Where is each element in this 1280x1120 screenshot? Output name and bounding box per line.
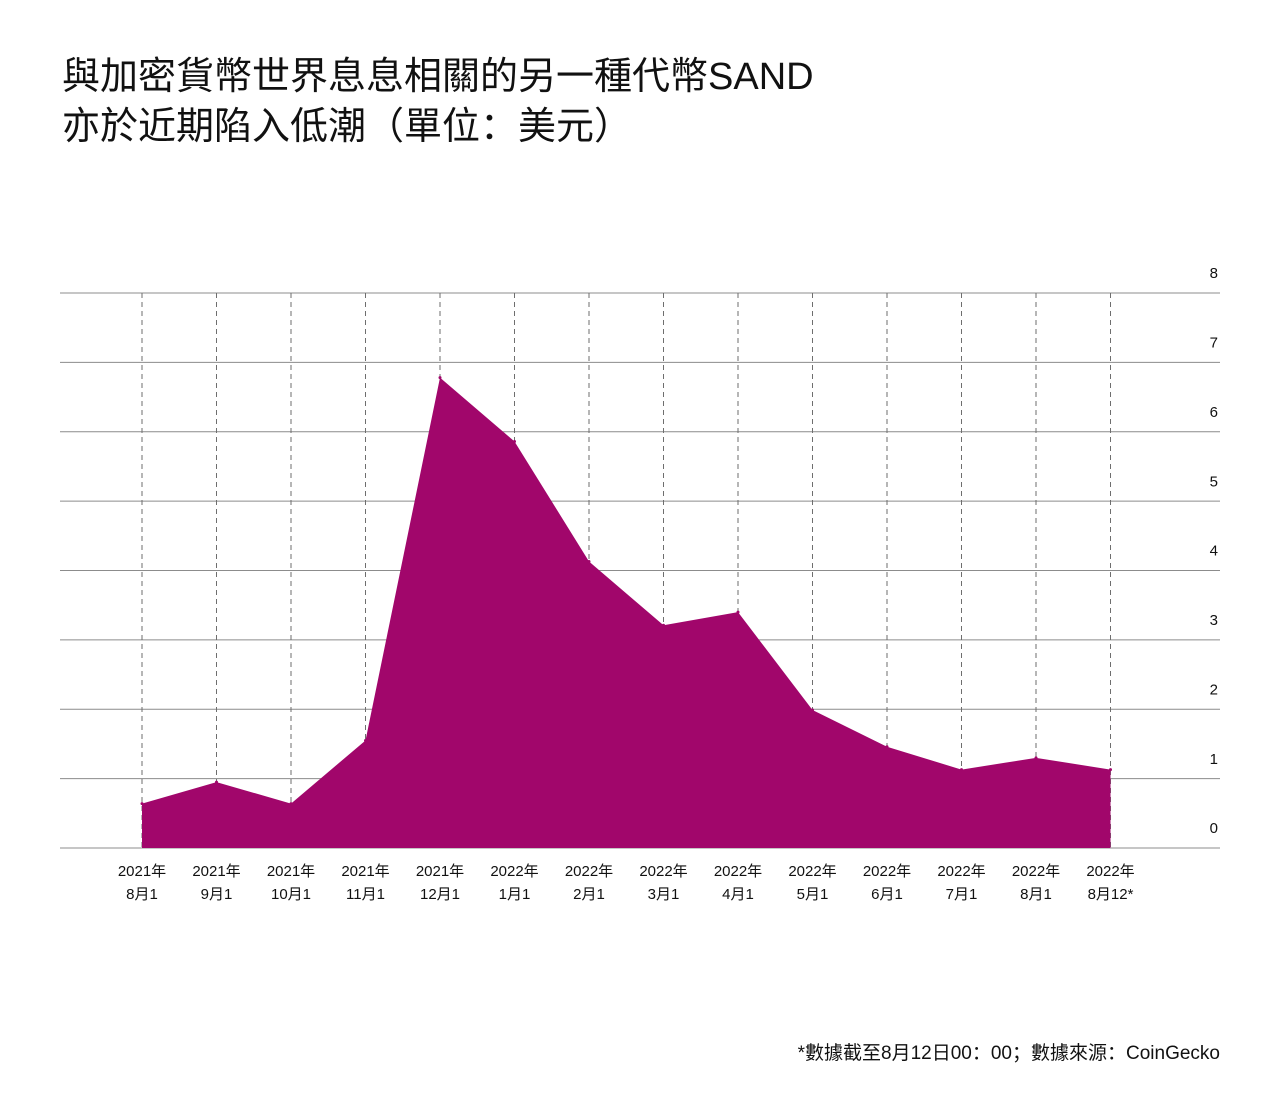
x-tick-label-date-11: 7月1 [946, 886, 978, 903]
x-tick-label-year-4: 2021年 [416, 863, 464, 880]
y-tick-label-3: 3 [1210, 612, 1218, 629]
x-tick-label-year-10: 2022年 [863, 863, 911, 880]
series-area-fill [142, 377, 1111, 848]
x-axis-ticks: 2021年 8月1 2021年 9月1 2021年 10月1 2021年 11月1 2021年 1… [118, 863, 1135, 903]
footnote-source: *數據截至8月12日00：00；數據來源：CoinGecko [797, 1043, 1220, 1064]
y-tick-label-6: 6 [1210, 404, 1218, 421]
y-tick-label-4: 4 [1210, 543, 1218, 560]
x-tick-label-date-8: 4月1 [722, 886, 754, 903]
x-tick-label-year-2: 2021年 [267, 863, 315, 880]
x-tick-label-year-13: 2022年 [1086, 863, 1134, 880]
data-point-4 [438, 376, 442, 380]
x-tick-label-year-12: 2022年 [1012, 863, 1060, 880]
x-tick-label-year-7: 2022年 [639, 863, 687, 880]
data-point-9 [811, 708, 814, 712]
x-tick-label-year-0: 2021年 [118, 863, 166, 880]
x-tick-label-date-2: 10月1 [271, 886, 311, 903]
y-tick-label-0: 0 [1210, 820, 1218, 837]
x-tick-label-date-13: 8月12* [1088, 886, 1134, 903]
y-axis-ticks: 0 1 2 3 4 5 6 7 8 [1210, 265, 1218, 837]
x-tick-label-date-7: 3月1 [648, 886, 680, 903]
x-tick-label-date-4: 12月1 [420, 886, 460, 903]
data-point-2 [289, 802, 293, 806]
data-point-1 [215, 780, 218, 784]
y-tick-label-1: 1 [1210, 751, 1218, 768]
x-tick-label-date-3: 11月1 [346, 886, 385, 903]
data-point-11 [960, 768, 963, 772]
x-tick-label-date-9: 5月1 [797, 886, 829, 903]
data-point-12 [1034, 756, 1038, 760]
data-point-0 [140, 802, 144, 806]
y-tick-label-8: 8 [1210, 265, 1218, 282]
data-point-5 [513, 439, 516, 443]
x-tick-label-year-3: 2021年 [341, 863, 389, 880]
x-tick-label-year-6: 2022年 [565, 863, 613, 880]
x-tick-label-date-12: 8月1 [1020, 886, 1052, 903]
x-tick-label-year-9: 2022年 [788, 863, 836, 880]
x-tick-label-date-0: 8月1 [126, 886, 158, 903]
data-point-10 [885, 745, 889, 749]
data-point-7 [662, 623, 665, 627]
x-tick-label-year-11: 2022年 [937, 863, 985, 880]
y-tick-label-2: 2 [1210, 681, 1218, 698]
x-tick-label-date-6: 2月1 [573, 886, 605, 903]
chart-title-line-2: 亦於近期陷入低潮（單位：美元） [62, 106, 633, 148]
x-tick-label-date-10: 6月1 [871, 886, 903, 903]
series-area [140, 376, 1112, 848]
data-point-13 [1109, 768, 1112, 772]
data-point-3 [364, 738, 367, 742]
data-point-6 [587, 559, 591, 563]
x-tick-label-year-8: 2022年 [714, 863, 762, 880]
y-tick-label-5: 5 [1210, 473, 1218, 490]
x-tick-label-date-1: 9月1 [201, 886, 233, 903]
x-tick-label-year-5: 2022年 [490, 863, 538, 880]
x-tick-label-date-5: 1月1 [499, 886, 531, 903]
chart-title: 與加密貨幣世界息息相關的另一種代幣SAND 亦於近期陷入低潮（單位：美元） [62, 52, 1212, 152]
x-tick-label-year-1: 2021年 [192, 863, 240, 880]
chart-title-line-1: 與加密貨幣世界息息相關的另一種代幣SAND [62, 56, 814, 98]
y-tick-label-7: 7 [1210, 335, 1218, 352]
data-point-8 [736, 610, 740, 614]
